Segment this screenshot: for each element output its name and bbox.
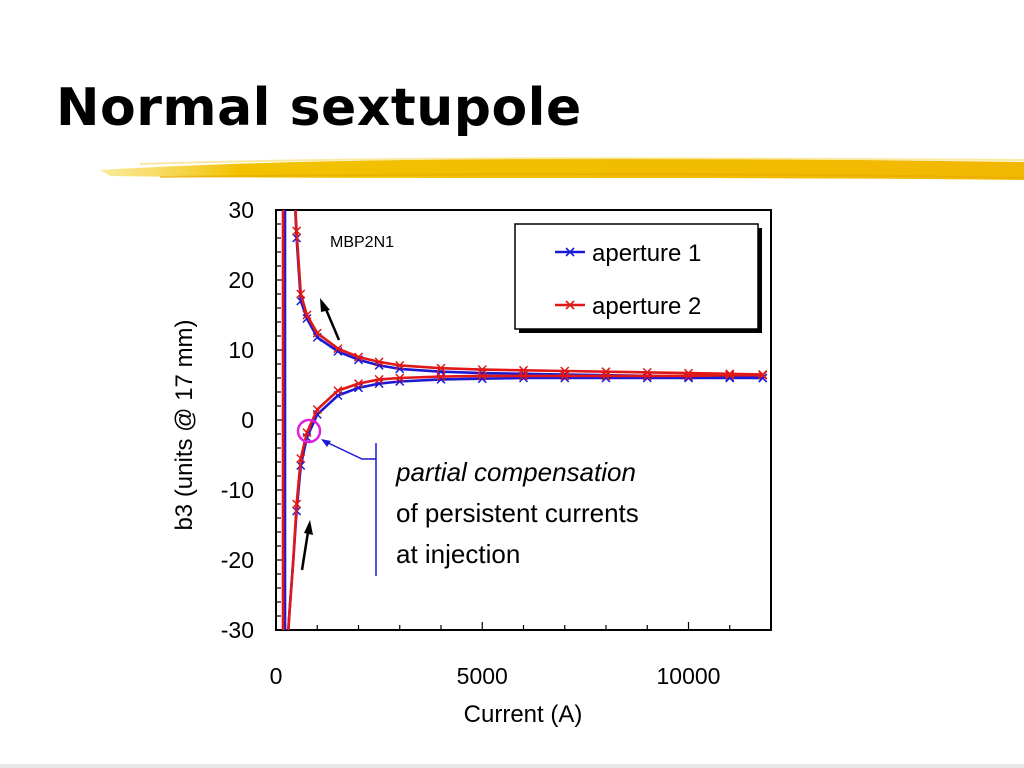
annotation-pointer-line bbox=[323, 440, 377, 576]
data-point-aperture-2-ramp-up bbox=[601, 371, 611, 381]
series-layer bbox=[281, 210, 768, 630]
data-point-aperture-2-ramp-up bbox=[333, 386, 343, 396]
y-tick-label: -30 bbox=[221, 617, 254, 643]
data-point-aperture-2-ramp-down bbox=[758, 369, 768, 380]
data-point-aperture-2-ramp-down bbox=[374, 357, 384, 367]
data-point-aperture-2-ramp-down bbox=[292, 226, 302, 236]
data-point-aperture-2-ramp-up bbox=[292, 499, 302, 509]
legend-entry-aperture-1: aperture 1 bbox=[555, 240, 701, 267]
annotation-line-1: partial compensation bbox=[395, 457, 636, 487]
arrow-ramp-up bbox=[300, 520, 313, 571]
data-point-aperture-2-ramp-down bbox=[518, 365, 529, 375]
data-point-aperture-2-ramp-down bbox=[642, 367, 652, 377]
data-point-aperture-2-ramp-down bbox=[302, 310, 312, 320]
y-tick-label: 0 bbox=[241, 407, 254, 433]
annotation-line-2: of persistent currents bbox=[396, 498, 639, 528]
legend-label-aperture-2: aperture 2 bbox=[592, 293, 701, 320]
annotation-pointer-arrowhead bbox=[321, 439, 331, 447]
title-underline-brushstroke bbox=[100, 157, 1024, 180]
data-point-aperture-2-ramp-up bbox=[395, 373, 405, 383]
slide-title: Normal sextupole bbox=[56, 78, 582, 138]
legend-box bbox=[514, 223, 759, 330]
y-tick-label: 10 bbox=[228, 337, 254, 363]
inset-label: MBP2N1 bbox=[330, 234, 394, 251]
compensation-highlight-circle bbox=[296, 418, 322, 444]
data-point-aperture-2-ramp-down bbox=[296, 289, 306, 299]
legend: aperture 1 aperture 2 bbox=[514, 223, 762, 333]
data-point-aperture-2-ramp-up bbox=[312, 404, 322, 415]
annotation-line-3: at injection bbox=[396, 539, 520, 569]
data-point-aperture-2-ramp-up bbox=[374, 374, 384, 384]
data-point-aperture-2-ramp-down bbox=[477, 365, 487, 375]
y-tick-label: -20 bbox=[221, 547, 254, 573]
legend-entry-aperture-2: aperture 2 bbox=[555, 293, 701, 320]
data-point-aperture-2-ramp-down bbox=[683, 368, 694, 378]
x-tick-labels: 0 5000 10000 bbox=[270, 663, 721, 689]
data-point-aperture-2-ramp-down bbox=[333, 344, 343, 354]
arrow-ramp-down bbox=[320, 298, 341, 341]
data-point-aperture-2-ramp-down bbox=[560, 366, 570, 376]
data-point-aperture-2-ramp-up bbox=[353, 379, 364, 389]
data-point-aperture-2-ramp-up bbox=[296, 453, 306, 464]
data-point-aperture-2-ramp-down bbox=[353, 352, 364, 362]
y-axis-label: b3 (units @ 17 mm) bbox=[171, 319, 198, 530]
y-tick-label: 30 bbox=[228, 197, 254, 223]
tick-marks bbox=[275, 209, 772, 631]
y-tick-labels: 30 20 10 0 -10 -20 -30 bbox=[221, 197, 254, 643]
data-point-aperture-2-ramp-down bbox=[725, 369, 735, 379]
series-line-aperture-2-ramp-up bbox=[287, 373, 763, 630]
data-point-aperture-2-ramp-down bbox=[395, 360, 405, 370]
legend-marker-aperture-1 bbox=[565, 247, 575, 257]
legend-marker-aperture-2 bbox=[565, 300, 575, 310]
legend-label-aperture-1: aperture 1 bbox=[592, 240, 701, 267]
x-axis-label: Current (A) bbox=[464, 701, 583, 728]
y-tick-label: -10 bbox=[221, 477, 254, 503]
footer-divider bbox=[0, 764, 1024, 768]
x-tick-label: 0 bbox=[270, 663, 283, 689]
x-tick-label: 5000 bbox=[457, 663, 508, 689]
y-tick-label: 20 bbox=[228, 267, 254, 293]
x-tick-label: 10000 bbox=[657, 663, 721, 689]
data-point-aperture-2-ramp-down bbox=[601, 367, 611, 377]
data-point-aperture-2-ramp-down bbox=[436, 363, 446, 373]
data-point-aperture-2-ramp-down bbox=[312, 328, 322, 338]
data-point-aperture-2-ramp-up bbox=[436, 372, 446, 382]
data-point-aperture-2-ramp-up bbox=[302, 428, 312, 438]
